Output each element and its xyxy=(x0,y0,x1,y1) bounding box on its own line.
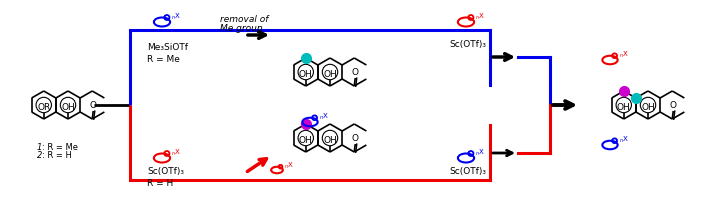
Text: O: O xyxy=(164,151,170,156)
Text: O: O xyxy=(278,164,283,169)
Text: OH: OH xyxy=(299,136,312,145)
Text: O: O xyxy=(164,15,170,20)
Text: Me group: Me group xyxy=(220,24,262,33)
Text: Sc(OTf)₃: Sc(OTf)₃ xyxy=(449,40,486,49)
Text: O: O xyxy=(312,115,317,120)
Text: O: O xyxy=(670,101,677,110)
Text: Sc(OTf)₃: Sc(OTf)₃ xyxy=(147,167,184,176)
Text: Me₃SiOTf: Me₃SiOTf xyxy=(147,43,188,52)
Text: O: O xyxy=(468,151,474,156)
Text: 1: 1 xyxy=(37,143,42,152)
Text: OH: OH xyxy=(299,70,312,79)
Text: $_{n}$X: $_{n}$X xyxy=(475,147,485,158)
Text: R = H: R = H xyxy=(147,179,173,188)
Text: OR: OR xyxy=(37,103,50,112)
Text: $_{n}$X: $_{n}$X xyxy=(171,147,182,158)
Text: Sc(OTf)₃: Sc(OTf)₃ xyxy=(449,167,486,176)
Text: : R = Me: : R = Me xyxy=(42,143,78,152)
Text: O: O xyxy=(352,68,358,77)
Text: R = Me: R = Me xyxy=(147,55,180,64)
Text: O: O xyxy=(612,138,617,143)
Text: : R = H: : R = H xyxy=(42,151,72,160)
Text: OH: OH xyxy=(641,103,655,112)
Text: $_{n}$X: $_{n}$X xyxy=(619,135,629,145)
Text: $_{n}$X: $_{n}$X xyxy=(319,112,329,122)
Text: OH: OH xyxy=(617,103,631,112)
Text: $_{n}$X: $_{n}$X xyxy=(284,161,293,171)
Text: O: O xyxy=(612,53,617,58)
Text: $_{n}$X: $_{n}$X xyxy=(475,11,485,22)
Text: $_{n}$X: $_{n}$X xyxy=(171,11,182,22)
Text: 2: 2 xyxy=(37,151,42,160)
Text: O: O xyxy=(352,134,358,143)
Text: OH: OH xyxy=(323,136,337,145)
Text: $_{n}$X: $_{n}$X xyxy=(619,50,629,60)
Text: O: O xyxy=(90,101,97,110)
Text: removal of: removal of xyxy=(220,15,269,24)
Text: OH: OH xyxy=(323,70,337,79)
Text: OH: OH xyxy=(61,103,75,112)
Text: O: O xyxy=(468,15,474,20)
